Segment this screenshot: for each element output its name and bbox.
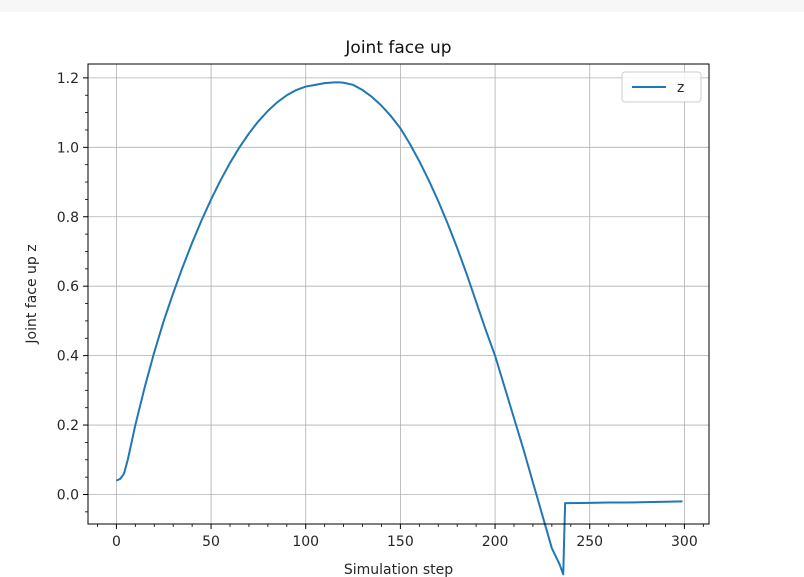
tick-labels: 0 50 100 150 200 250 300 0.0 0.2 0.4 0.6 0.8 1.0 1.2 bbox=[57, 71, 698, 550]
y-tick-label: 0.6 bbox=[57, 279, 79, 295]
y-tick-label: 0.2 bbox=[57, 418, 79, 434]
top-bar bbox=[0, 0, 804, 12]
y-tick-label: 1.0 bbox=[57, 140, 79, 156]
y-tick-label: 0.0 bbox=[57, 487, 79, 503]
legend-label: z bbox=[677, 80, 684, 96]
y-tick-label: 1.2 bbox=[57, 71, 79, 87]
y-tick-label: 0.4 bbox=[57, 349, 79, 365]
x-tick-label: 50 bbox=[202, 534, 220, 550]
x-tick-label: 100 bbox=[292, 534, 319, 550]
chart-title: Joint face up bbox=[344, 38, 451, 58]
series-lines bbox=[115, 81, 683, 576]
x-tick-label: 300 bbox=[671, 534, 698, 550]
x-tick-label: 250 bbox=[576, 534, 603, 550]
x-axis-label: Simulation step bbox=[344, 562, 453, 577]
plot-frame bbox=[87, 63, 710, 525]
axis-ticks bbox=[83, 77, 704, 529]
grid bbox=[88, 64, 709, 524]
y-tick-label: 0.8 bbox=[57, 210, 79, 226]
x-tick-label: 0 bbox=[112, 534, 121, 550]
legend: z bbox=[621, 71, 702, 103]
x-tick-label: 200 bbox=[482, 534, 509, 550]
series-line-z bbox=[115, 81, 683, 576]
y-axis-label: Joint face up z bbox=[24, 244, 40, 344]
x-tick-label: 150 bbox=[387, 534, 414, 550]
